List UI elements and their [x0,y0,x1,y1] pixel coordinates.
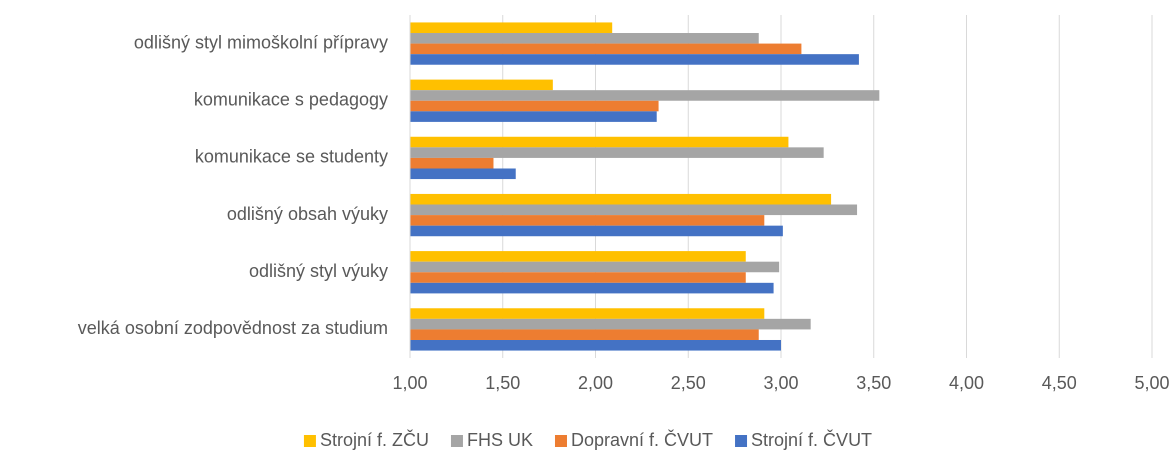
y-tick-label: komunikace se studenty [195,147,388,167]
bar [410,54,859,65]
bar [410,193,832,205]
legend-label: FHS UK [467,430,533,450]
legend-swatch [735,435,748,447]
bar [410,136,789,148]
bar [410,225,783,237]
bar [410,90,880,101]
bar [410,329,759,340]
bar [410,261,780,273]
bar [410,282,774,294]
x-tick-label: 5,00 [1134,373,1169,393]
x-tick-label: 2,50 [671,373,706,393]
x-tick-label: 3,00 [763,373,798,393]
bar [410,339,781,351]
bar [410,100,659,112]
x-tick-label: 1,50 [485,373,520,393]
bar [410,272,746,283]
y-tick-label: odlišný styl výuky [249,261,388,281]
x-tick-label: 4,00 [949,373,984,393]
bar [410,168,516,180]
bar [410,147,824,158]
y-tick-label: odlišný obsah výuky [227,204,388,224]
bar [410,22,613,34]
y-tick-label: odlišný styl mimoškolní přípravy [134,32,388,52]
legend-swatch [554,435,567,447]
y-tick-label: velká osobní zodpovědnost za studium [78,318,388,338]
legend-label: Strojní f. ZČU [320,429,429,450]
bar [410,33,759,44]
bar [410,318,811,330]
x-tick-label: 4,50 [1042,373,1077,393]
x-tick-label: 3,50 [856,373,891,393]
legend-swatch [450,435,463,447]
bar [410,251,746,262]
y-tick-label: komunikace s pedagogy [194,90,388,110]
bar [410,79,553,91]
x-tick-label: 2,00 [578,373,613,393]
x-tick-label: 1,00 [392,373,427,393]
bar [410,111,657,122]
bar [410,204,858,216]
bar [410,43,802,55]
bar [410,215,765,226]
bar [410,308,765,319]
legend-label: Dopravní f. ČVUT [571,429,713,450]
legend-swatch [303,435,316,447]
legend-label: Strojní f. ČVUT [751,429,872,450]
bar [410,157,494,169]
